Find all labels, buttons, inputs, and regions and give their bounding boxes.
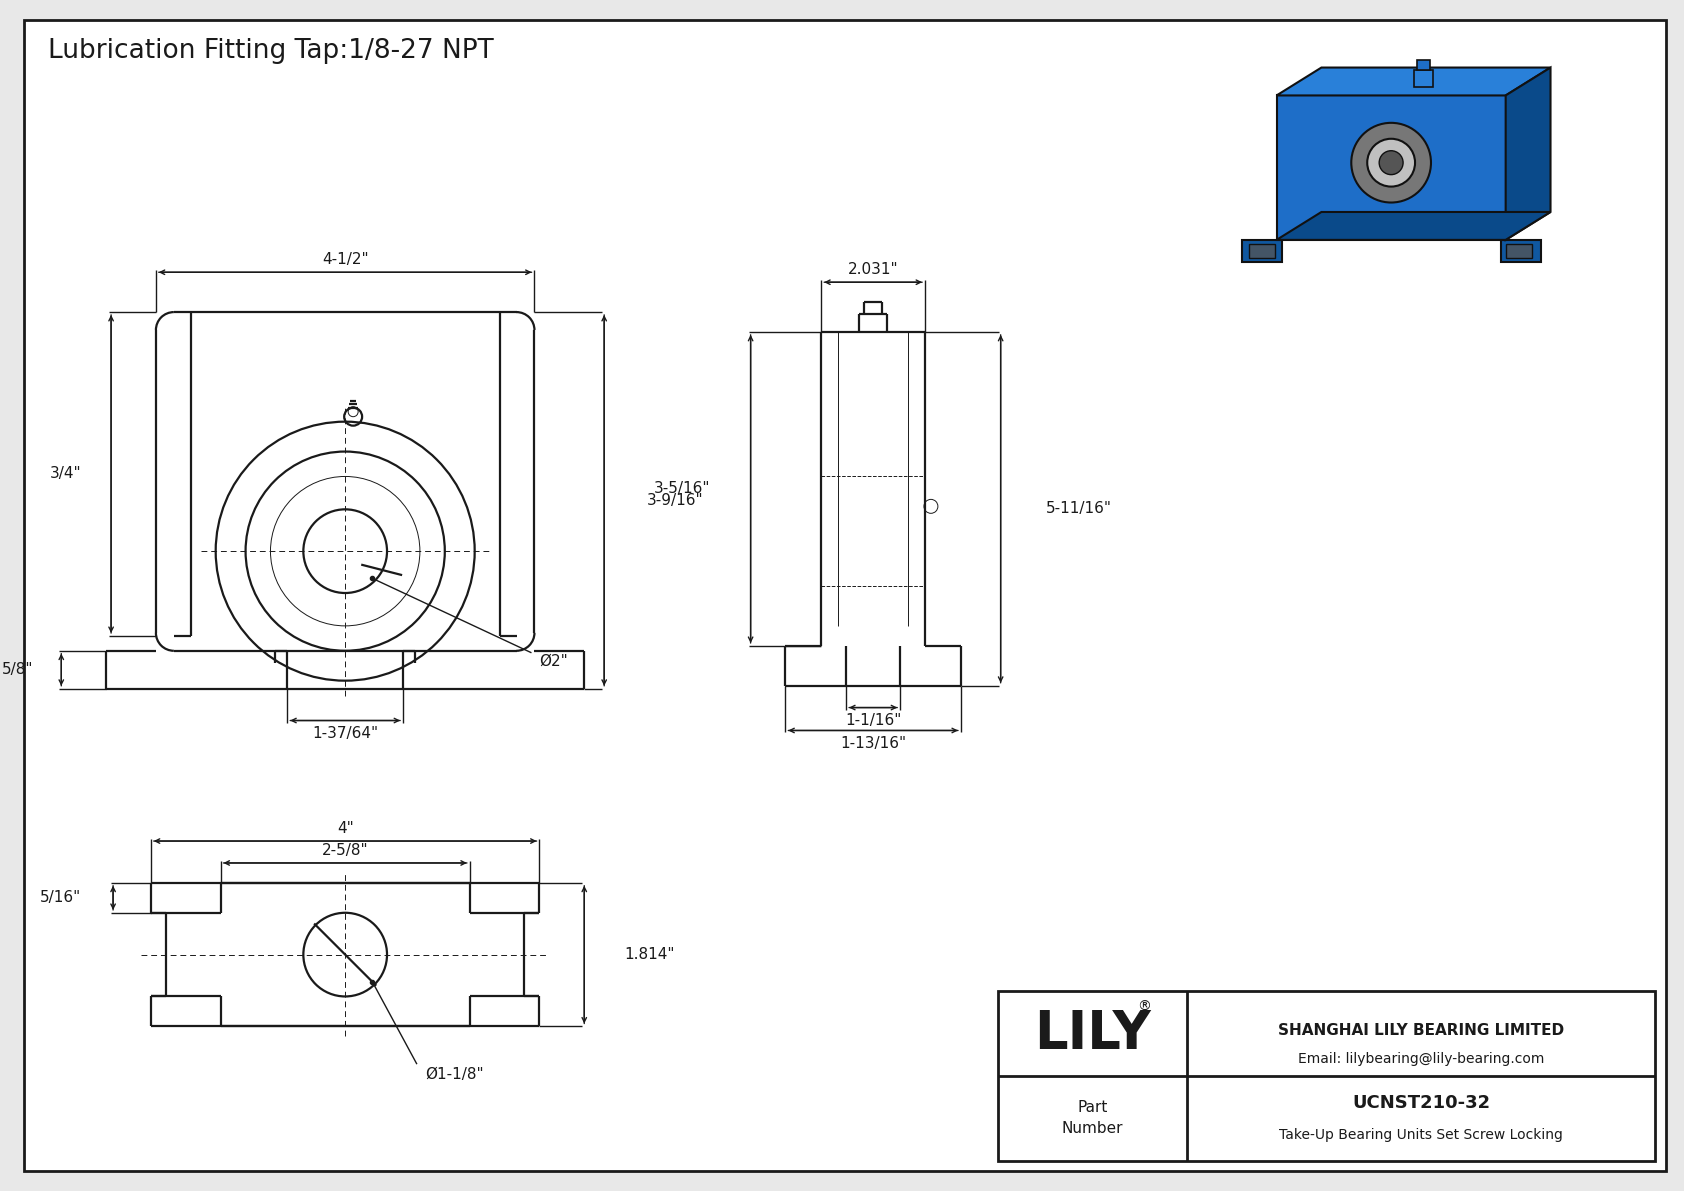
Polygon shape bbox=[1276, 212, 1551, 239]
Circle shape bbox=[1367, 139, 1415, 187]
Text: Take-Up Bearing Units Set Screw Locking: Take-Up Bearing Units Set Screw Locking bbox=[1280, 1128, 1563, 1142]
Text: 5-11/16": 5-11/16" bbox=[1046, 501, 1111, 517]
Text: 1-37/64": 1-37/64" bbox=[312, 727, 379, 741]
Text: 2.031": 2.031" bbox=[847, 262, 899, 276]
Circle shape bbox=[1379, 151, 1403, 175]
Text: 1-13/16": 1-13/16" bbox=[840, 736, 906, 752]
Text: Lubrication Fitting Tap:1/8-27 NPT: Lubrication Fitting Tap:1/8-27 NPT bbox=[49, 38, 493, 64]
Polygon shape bbox=[1505, 68, 1551, 239]
Polygon shape bbox=[1276, 95, 1505, 239]
Text: 5/8": 5/8" bbox=[2, 662, 34, 678]
Bar bbox=[1250, 244, 1275, 257]
Polygon shape bbox=[1276, 68, 1551, 95]
Text: SHANGHAI LILY BEARING LIMITED: SHANGHAI LILY BEARING LIMITED bbox=[1278, 1023, 1564, 1037]
Text: Email: lilybearing@lily-bearing.com: Email: lilybearing@lily-bearing.com bbox=[1298, 1052, 1544, 1066]
Bar bbox=[1413, 69, 1433, 87]
Text: 5/16": 5/16" bbox=[40, 891, 81, 905]
Text: ®: ® bbox=[1137, 1000, 1152, 1014]
Bar bbox=[1241, 239, 1282, 262]
Text: UCNST210-32: UCNST210-32 bbox=[1352, 1095, 1490, 1112]
Bar bbox=[1500, 239, 1541, 262]
Bar bbox=[997, 991, 1655, 1161]
Bar bbox=[1505, 244, 1531, 257]
Circle shape bbox=[1351, 123, 1431, 202]
Text: 1.814": 1.814" bbox=[625, 947, 675, 962]
Text: Part
Number: Part Number bbox=[1061, 1100, 1123, 1136]
Text: 2-5/8": 2-5/8" bbox=[322, 842, 369, 858]
Text: Ø2": Ø2" bbox=[539, 653, 568, 668]
Text: 4": 4" bbox=[337, 821, 354, 836]
Text: Ø1-1/8": Ø1-1/8" bbox=[424, 1067, 483, 1081]
Bar bbox=[1416, 60, 1430, 69]
Text: 3-5/16": 3-5/16" bbox=[655, 481, 711, 497]
Text: LILY: LILY bbox=[1034, 1008, 1150, 1060]
Text: 3-9/16": 3-9/16" bbox=[647, 493, 704, 507]
Text: 1-1/16": 1-1/16" bbox=[845, 713, 901, 728]
Text: 4-1/2": 4-1/2" bbox=[322, 251, 369, 267]
Text: 3/4": 3/4" bbox=[49, 467, 81, 481]
